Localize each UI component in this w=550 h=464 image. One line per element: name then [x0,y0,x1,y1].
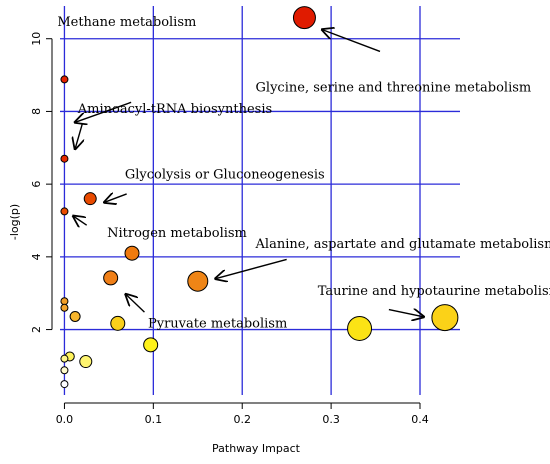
annotation-label: Nitrogen metabolism [107,226,247,241]
data-point [60,366,69,375]
data-point [60,75,69,84]
y-tick-label: 4 [30,253,43,260]
annotation-arrow [126,294,145,313]
data-points [60,6,459,389]
data-point [143,337,159,353]
annotation-label: Glycolysis or Gluconeogenesis [125,168,325,183]
annotation-labels: Methane metabolism Glycine, serine and th… [57,15,550,332]
annotation-arrow [75,123,82,149]
data-point [60,303,69,312]
x-axis-title: Pathway Impact [212,442,301,455]
data-point [83,192,97,206]
data-point [347,315,373,341]
annotation-arrow [216,258,287,278]
x-tick-label: 0.4 [411,413,429,426]
x-tick-label: 0.3 [322,413,340,426]
data-point [124,245,140,261]
data-point [60,354,69,363]
annotation-arrow [322,30,381,53]
x-tick-label: 0.1 [145,413,163,426]
data-point [187,270,209,292]
data-point [79,355,93,369]
x-tick-label: 0.0 [56,413,74,426]
data-point [69,310,81,322]
data-point [60,297,69,306]
annotation-label: Alanine, aspartate and glutamate metabol… [255,237,550,252]
y-tick-label: 10 [30,32,43,46]
annotation-arrow [104,194,127,202]
data-point [60,154,69,163]
grid-lines [60,6,460,395]
annotation-arrow [75,101,132,122]
axes: 0.0 0.1 0.2 0.3 0.4 2 4 6 8 10 [30,32,429,426]
data-point [292,6,316,30]
y-tick-label: 2 [30,326,43,333]
annotation-label: Pyruvate metabolism [148,317,287,332]
annotation-arrows [73,30,423,317]
y-tick-label: 6 [30,181,43,188]
data-point [60,380,69,389]
x-tick-label: 0.2 [233,413,251,426]
annotation-label: Glycine, serine and threonine metabolism [256,80,532,95]
data-point [60,207,69,216]
data-point [103,270,119,286]
data-point [110,315,126,331]
annotation-label: Aminoacyl-tRNA biosynthesis [77,102,272,117]
annotation-arrow [73,216,88,225]
annotation-label: Methane metabolism [57,15,196,30]
annotation-arrow [388,310,424,317]
annotation-label: Taurine and hypotaurine metabolism [318,284,550,299]
y-axis-title: -log(p) [8,204,21,240]
data-point [431,304,459,332]
y-tick-label: 8 [30,108,43,115]
